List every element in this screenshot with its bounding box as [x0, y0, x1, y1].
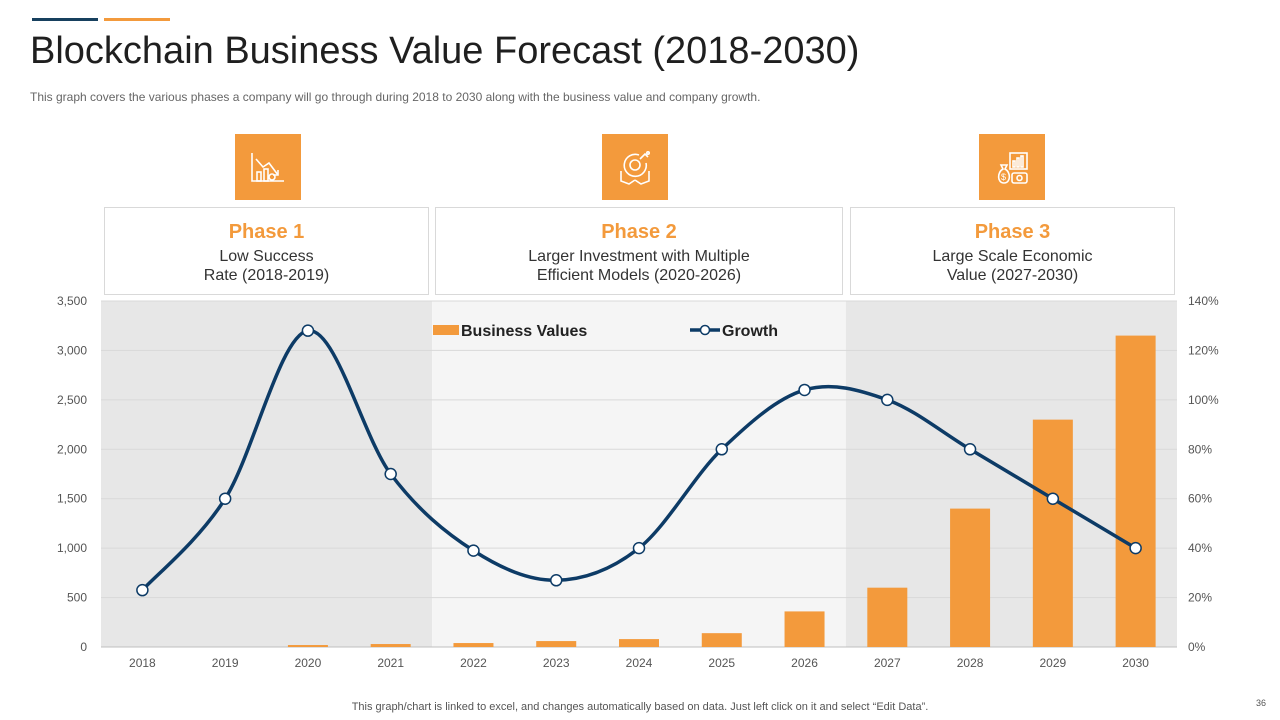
phase-3-line-1: Large Scale Economic	[932, 248, 1093, 265]
y-tick-label: 3,000	[57, 343, 87, 357]
growth-line	[141, 328, 1137, 592]
bar	[453, 643, 494, 647]
bar	[1115, 335, 1156, 647]
y2-tick-label: 40%	[1188, 541, 1212, 555]
x-tick-label: 2019	[212, 656, 239, 670]
phase-1-description: Low Success Rate (2018-2019)	[105, 247, 428, 285]
bar	[287, 645, 328, 647]
x-tick-label: 2030	[1122, 656, 1149, 670]
legend-label-business-values: Business Values	[461, 323, 587, 340]
phase-2-band	[432, 301, 846, 647]
phase-2-line-2: Efficient Models (2020-2026)	[536, 267, 742, 284]
growth-point	[218, 492, 232, 505]
growth-point	[1046, 492, 1060, 505]
growth-point	[881, 393, 894, 407]
x-tick-label: 2023	[543, 656, 570, 670]
phase-1-line-1: Low Success	[219, 248, 314, 265]
phase-2-line-1: Larger Investment with Multiple	[528, 248, 750, 265]
y-tick-label: 2,500	[57, 393, 87, 407]
header-accent-bar-navy	[32, 18, 98, 21]
x-tick-label: 2018	[129, 656, 156, 670]
y-tick-label: 500	[67, 591, 87, 605]
y2-tick-label: 80%	[1188, 442, 1212, 456]
y2-tick-label: 20%	[1188, 591, 1212, 605]
phase-1-band	[101, 301, 433, 647]
legend-swatch-business-values	[433, 325, 459, 335]
phase-1-title: Phase 1	[228, 221, 305, 243]
investment-growth-icon	[602, 134, 668, 200]
bar	[701, 633, 742, 647]
phase-1-line-2: Rate (2018-2019)	[203, 267, 330, 284]
x-tick-label: 2021	[377, 656, 404, 670]
legend-marker-growth	[699, 324, 711, 336]
page-title: Blockchain Business Value Forecast (2018…	[30, 30, 860, 72]
y2-tick-label: 120%	[1188, 343, 1219, 357]
growth-point	[1129, 541, 1142, 555]
x-tick-label: 2025	[708, 656, 735, 670]
x-tick-label: 2024	[626, 656, 653, 670]
growth-point	[384, 467, 397, 481]
y2-tick-label: 140%	[1188, 294, 1219, 308]
phase-2-box: Phase 2 Larger Investment with Multiple …	[435, 207, 843, 295]
x-tick-label: 2029	[1039, 656, 1066, 670]
bar	[867, 587, 908, 647]
y2-tick-label: 60%	[1188, 492, 1212, 506]
growth-point	[798, 383, 811, 397]
header-accent-bar-orange	[104, 18, 170, 21]
bar	[619, 639, 659, 647]
phase-3-line-2: Value (2027-2030)	[946, 267, 1079, 284]
bar	[370, 644, 411, 647]
phase-1-box: Phase 1 Low Success Rate (2018-2019)	[104, 207, 429, 295]
page-subtitle: This graph covers the various phases a c…	[30, 90, 761, 104]
phase-3-box: Phase 3 Large Scale Economic Value (2027…	[850, 207, 1175, 295]
growth-point	[301, 324, 315, 337]
y-tick-label: 1,500	[57, 492, 87, 506]
y-tick-label: 2,000	[57, 442, 87, 456]
growth-point	[136, 583, 149, 597]
phase-2-title: Phase 2	[601, 221, 677, 243]
bar	[950, 508, 991, 647]
growth-point	[963, 443, 977, 456]
declining-chart-icon	[235, 134, 301, 200]
bar	[784, 611, 825, 647]
y-tick-label: 0	[80, 640, 87, 654]
x-tick-label: 2020	[295, 656, 322, 670]
x-tick-label: 2028	[957, 656, 984, 670]
growth-point	[632, 541, 646, 555]
y2-tick-label: 100%	[1188, 393, 1219, 407]
y-tick-label: 1,000	[57, 541, 87, 555]
x-tick-label: 2027	[874, 656, 901, 670]
svg-text:$: $	[1001, 172, 1006, 182]
x-tick-label: 2022	[460, 656, 487, 670]
growth-point	[467, 544, 480, 557]
page-number: 36	[1255, 698, 1266, 708]
phase-3-title: Phase 3	[974, 221, 1051, 243]
x-tick-label: 2026	[791, 656, 818, 670]
y2-tick-label: 0%	[1188, 640, 1206, 654]
economic-value-icon: $	[979, 134, 1045, 200]
bar	[536, 641, 577, 647]
y-tick-label: 3,500	[57, 294, 87, 308]
legend-label-growth: Growth	[722, 323, 778, 340]
bar	[1032, 419, 1073, 647]
footer-note: This graph/chart is linked to excel, and…	[351, 701, 929, 713]
phase-2-description: Larger Investment with Multiple Efficien…	[436, 247, 842, 285]
growth-point	[549, 574, 563, 587]
phase-3-description: Large Scale Economic Value (2027-2030)	[851, 247, 1174, 285]
growth-point	[715, 443, 729, 456]
